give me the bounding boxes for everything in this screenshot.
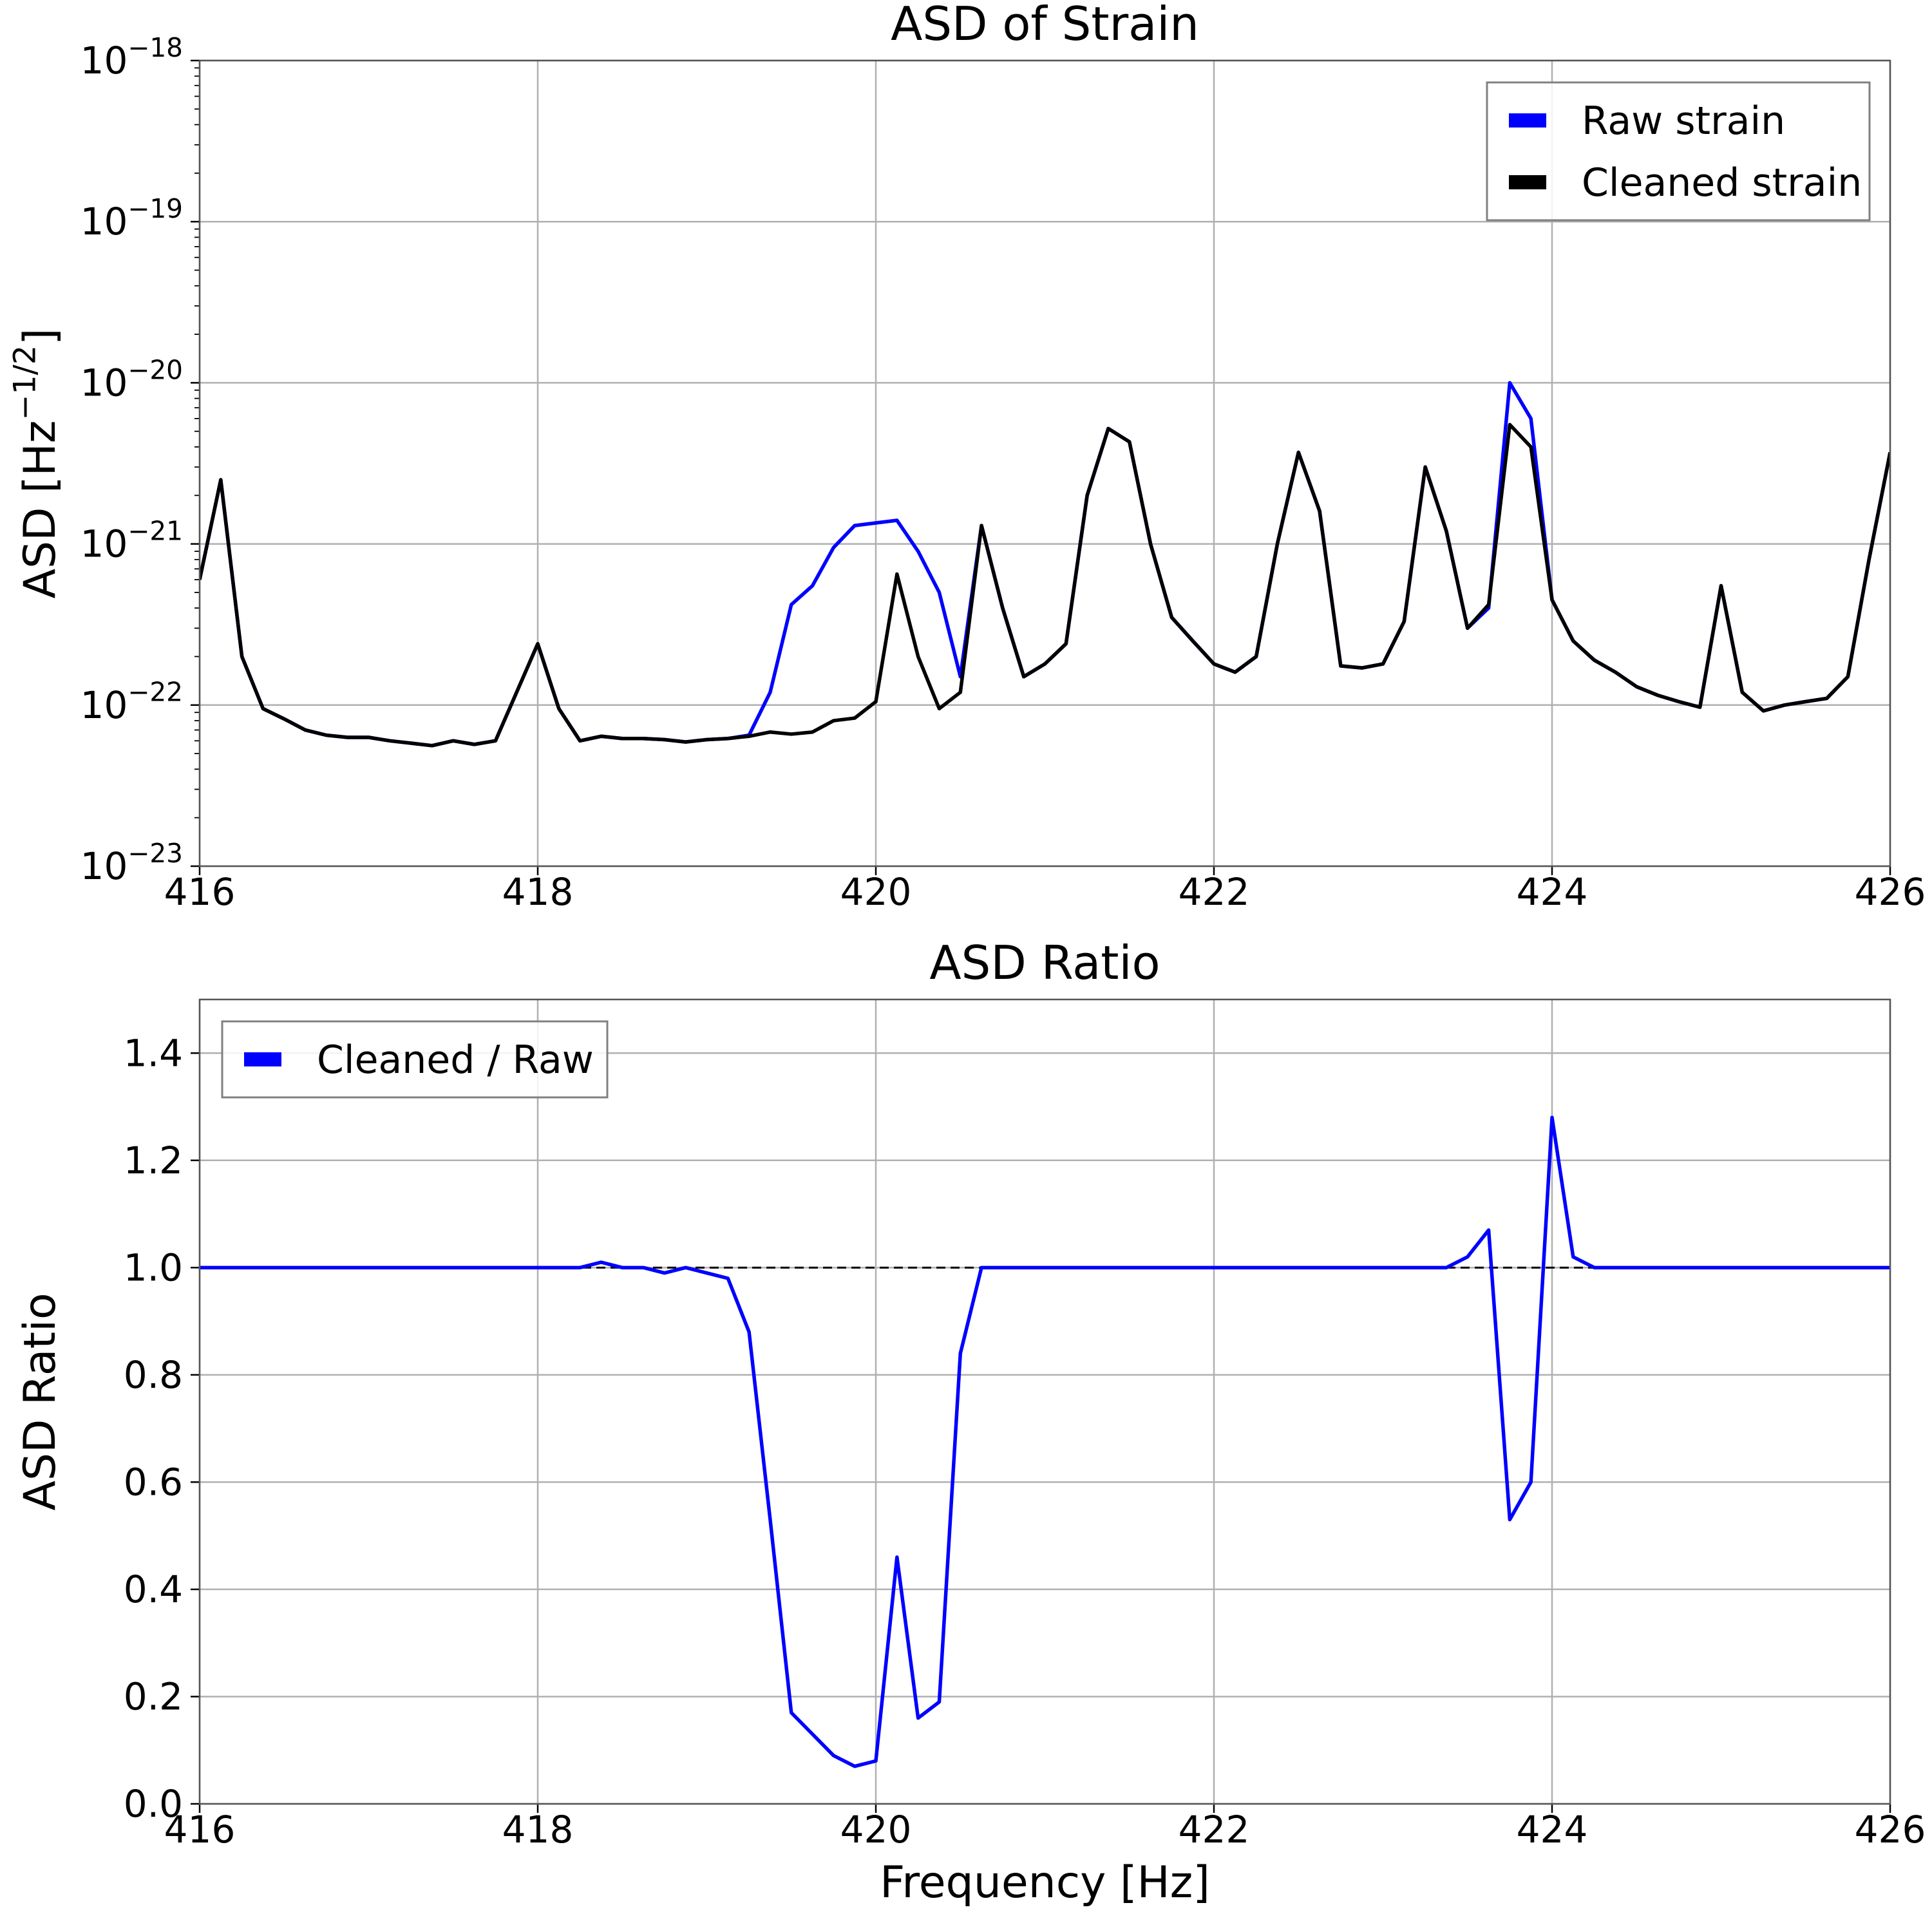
x-tick-label: 418 — [502, 1808, 574, 1852]
legend-swatch — [244, 1052, 281, 1066]
y-tick-label: 1.2 — [124, 1139, 183, 1182]
x-tick-label: 426 — [1855, 870, 1926, 914]
y-tick-label: 0.0 — [124, 1782, 183, 1826]
x-tick-label: 420 — [840, 870, 912, 914]
plot-frame — [198, 998, 1891, 1805]
y-tick-label: 1.0 — [124, 1245, 183, 1289]
x-tick-label: 416 — [164, 870, 236, 914]
y-tick-label: 10−20​ — [80, 354, 183, 404]
x-tick-label: 424 — [1517, 870, 1588, 914]
chart-title: ASD of Strain — [891, 0, 1199, 51]
series-line — [200, 381, 1890, 748]
y-axis-label: ASD [Hz−1/2​] — [7, 328, 66, 598]
legend-swatch — [1509, 113, 1546, 128]
y-tick-label: 0.8 — [124, 1353, 183, 1397]
y-tick-label: 10−21​ — [80, 516, 183, 566]
x-tick-label: 422 — [1179, 1808, 1250, 1852]
x-tick-label: 420 — [840, 1808, 912, 1852]
y-tick-label: 0.6 — [124, 1460, 183, 1504]
y-tick-label: 10−19​ — [80, 193, 183, 243]
y-tick-label: 10−18​ — [80, 32, 183, 82]
legend-swatch — [1509, 175, 1546, 189]
y-tick-label: 10−22​ — [80, 677, 183, 727]
x-tick-label: 416 — [164, 1808, 236, 1852]
legend-box — [1486, 81, 1871, 222]
y-axis-label: ASD Ratio — [15, 1293, 66, 1510]
x-axis-label: Frequency [Hz] — [880, 1857, 1210, 1908]
y-tick-label: 0.4 — [124, 1567, 183, 1611]
legend-label: Raw strain — [1582, 99, 1785, 144]
x-tick-label: 422 — [1179, 870, 1250, 914]
legend-box — [221, 1020, 609, 1099]
plot-frame — [198, 59, 1891, 867]
y-tick-label: 0.2 — [124, 1674, 183, 1718]
x-tick-label: 424 — [1517, 1808, 1588, 1852]
y-tick-label: 1.4 — [124, 1031, 183, 1075]
series-line — [200, 422, 1890, 748]
legend-label: Cleaned strain — [1582, 160, 1862, 205]
y-tick-label: 10−23​ — [80, 838, 183, 888]
x-tick-label: 426 — [1855, 1808, 1926, 1852]
chart-title: ASD Ratio — [929, 936, 1160, 990]
series-line — [200, 1115, 1890, 1768]
legend-label: Cleaned / Raw — [317, 1037, 594, 1083]
x-tick-label: 418 — [502, 870, 574, 914]
